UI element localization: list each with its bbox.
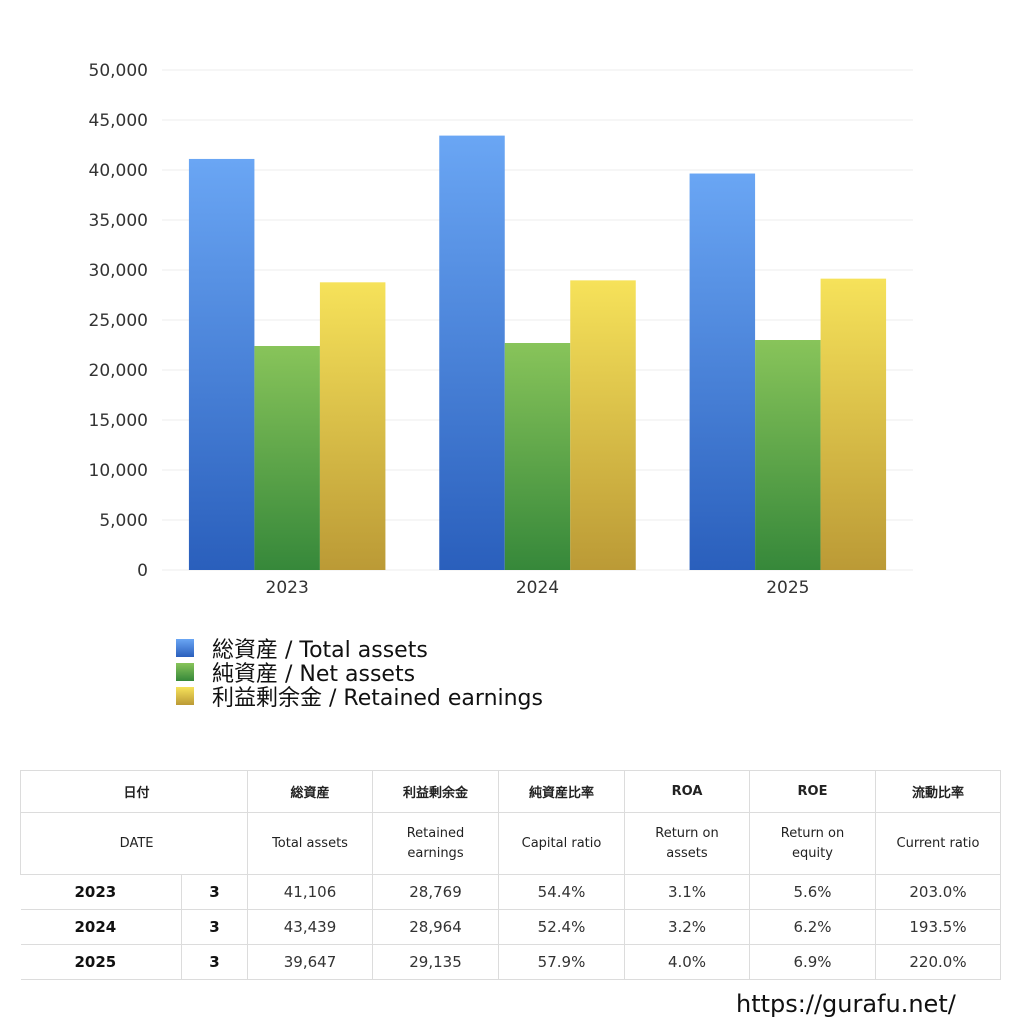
header-roa-en-1: Return on [655,825,719,841]
row-roe: 5.6% [749,874,876,910]
y-tick-label: 25,000 [89,311,148,331]
header-total-assets-en: Total assets [247,812,373,875]
legend-label: 利益剰余金 / Retained earnings [212,686,543,711]
header-empty [181,770,248,813]
header-retained-en-2: earnings [407,845,464,861]
bars [188,135,887,571]
header-total-assets-jp: 総資産 [247,770,373,813]
header-roe-en-1: Return on [780,825,845,841]
legend-item-net-assets: 純資産 / Net assets [176,660,543,687]
x-tick-label: 2025 [766,578,809,598]
y-tick-label: 0 [137,561,148,581]
legend-label: 純資産 / Net assets [212,662,416,687]
header-date-jp: 日付 [20,770,182,813]
row-capital-ratio: 54.4% [498,874,625,910]
row-roa: 4.0% [624,944,750,980]
row-month: 3 [181,874,248,910]
y-tick-label: 40,000 [89,161,148,181]
header-capital-ratio-en: Capital ratio [498,812,625,875]
row-retained: 28,964 [372,909,499,945]
bar-2023-series-0 [188,158,255,570]
row-retained: 29,135 [372,944,499,980]
y-tick-label: 15,000 [89,411,148,431]
bar-2025-series-1 [755,340,821,570]
table-row: 2023 3 41,106 28,769 54.4% 3.1% 5.6% 203… [20,874,1001,910]
bar-chart: 50,000 45,000 40,000 35,000 30,000 25,000 20,0… [89,61,913,598]
y-tick-label: 10,000 [89,461,148,481]
legend-item-total-assets: 総資産 / Total assets [176,636,543,663]
row-capital-ratio: 57.9% [498,944,625,980]
row-capital-ratio: 52.4% [498,909,625,945]
row-current-ratio: 203.0% [875,874,1001,910]
row-current-ratio: 193.5% [875,909,1001,945]
header-roe-en-2: equity [792,845,833,861]
bar-2023-series-1 [254,346,320,570]
header-date-en: DATE [20,812,182,875]
header-empty [181,812,248,875]
legend-item-retained-earnings: 利益剰余金 / Retained earnings [176,684,543,711]
y-axis-ticks: 50,000 45,000 40,000 35,000 30,000 25,000 20,0… [89,61,148,581]
bar-2024-series-0 [439,135,505,571]
legend-swatch-retained-earnings [176,687,194,705]
row-year: 2023 [20,874,182,910]
bar-2024-series-1 [504,343,571,570]
row-year: 2024 [20,909,182,945]
site-url[interactable]: https://gurafu.net/ [736,990,956,1018]
x-tick-label: 2024 [516,578,559,598]
header-current-ratio-en: Current ratio [875,812,1001,875]
row-month: 3 [181,944,248,980]
header-retained-en: Retained earnings [372,812,499,875]
legend-label: 総資産 / Total assets [212,638,428,663]
bar-2024-series-2 [570,280,636,570]
y-tick-label: 30,000 [89,261,148,281]
y-tick-label: 45,000 [89,111,148,131]
header-retained-jp: 利益剰余金 [372,770,499,813]
y-tick-label: 20,000 [89,361,148,381]
row-current-ratio: 220.0% [875,944,1001,980]
header-roa-jp: ROA [624,770,750,813]
x-tick-label: 2023 [266,578,309,598]
y-tick-label: 35,000 [89,211,148,231]
table-header-jp: 日付 総資産 利益剰余金 純資産比率 ROA ROE 流動比率 [20,770,1001,813]
legend-swatch-total-assets [176,639,194,657]
row-total-assets: 41,106 [247,874,373,910]
row-total-assets: 39,647 [247,944,373,980]
row-year: 2025 [20,944,182,980]
y-tick-label: 5,000 [99,511,148,531]
row-roe: 6.9% [749,944,876,980]
table-header-en: DATE Total assets Retained earnings Capit… [20,812,1001,875]
x-axis-ticks: 2023 2024 2025 [266,578,810,598]
bar-2023-series-2 [319,282,386,570]
row-roa: 3.1% [624,874,750,910]
legend-swatch-net-assets [176,663,194,681]
row-roa: 3.2% [624,909,750,945]
row-month: 3 [181,909,248,945]
header-roa-en-2: assets [666,845,708,861]
financial-table: 日付 総資産 利益剰余金 純資産比率 ROA ROE 流動比率 DATE Tot… [20,770,1001,980]
header-current-ratio-jp: 流動比率 [875,770,1001,813]
header-capital-ratio-jp: 純資産比率 [498,770,625,813]
header-retained-en-1: Retained [406,825,465,841]
bar-2025-series-0 [689,173,756,570]
bar-2025-series-2 [820,278,887,570]
row-retained: 28,769 [372,874,499,910]
header-roe-jp: ROE [749,770,876,813]
y-tick-label: 50,000 [89,61,148,81]
row-total-assets: 43,439 [247,909,373,945]
table-row: 2024 3 43,439 28,964 52.4% 3.2% 6.2% 193… [20,909,1001,945]
header-roa-en: Return on assets [624,812,750,875]
table-row: 2025 3 39,647 29,135 57.9% 4.0% 6.9% 220… [20,944,1001,980]
header-roe-en: Return on equity [749,812,876,875]
row-roe: 6.2% [749,909,876,945]
legend: 総資産 / Total assets 純資産 / Net assets 利益剰余… [176,636,543,711]
